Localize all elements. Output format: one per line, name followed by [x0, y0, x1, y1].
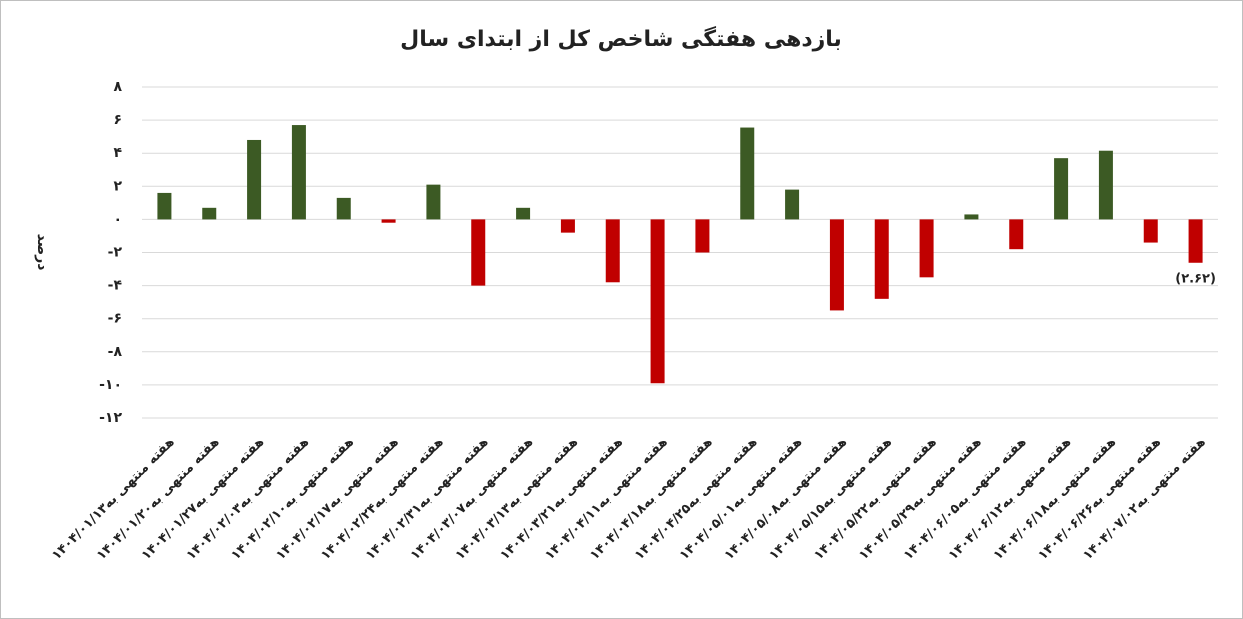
bar [560, 219, 575, 233]
bar [1143, 219, 1158, 243]
bar [1009, 219, 1024, 250]
data-label: (۲.۶۲) [1175, 271, 1216, 286]
bar [1054, 158, 1069, 220]
chart-title: بازدهی هفتگی شاخص کل از ابتدای سال [400, 25, 842, 52]
y-tick-label: -۸ [108, 344, 123, 360]
bar [695, 219, 710, 253]
y-tick-label: ۶ [113, 112, 122, 128]
bar [516, 207, 531, 220]
y-tick-label: -۱۰ [99, 377, 122, 393]
y-tick-label: -۶ [108, 311, 122, 327]
y-tick-label: ۸ [113, 79, 122, 95]
bar [1188, 219, 1203, 263]
y-axis-label: درصد [34, 234, 50, 271]
bar [202, 207, 217, 220]
bar [426, 184, 441, 220]
y-tick-label: -۱۲ [99, 410, 122, 426]
bar [650, 219, 665, 384]
bar [471, 219, 486, 286]
y-tick-label: ۰ [113, 211, 122, 227]
bar [291, 125, 306, 220]
bar [381, 219, 396, 223]
bar [247, 139, 262, 220]
bar [874, 219, 889, 299]
y-tick-label: -۴ [108, 278, 123, 294]
bar [1098, 150, 1113, 220]
bar [336, 197, 351, 220]
bar [919, 219, 934, 278]
bar [964, 214, 979, 220]
bar [829, 219, 844, 311]
bar [605, 219, 620, 283]
y-tick-label: ۴ [113, 145, 122, 161]
bar [740, 127, 755, 220]
bar [785, 189, 800, 220]
y-tick-label: -۲ [108, 245, 123, 261]
y-tick-label: ۲ [113, 178, 122, 194]
bar [157, 192, 172, 220]
